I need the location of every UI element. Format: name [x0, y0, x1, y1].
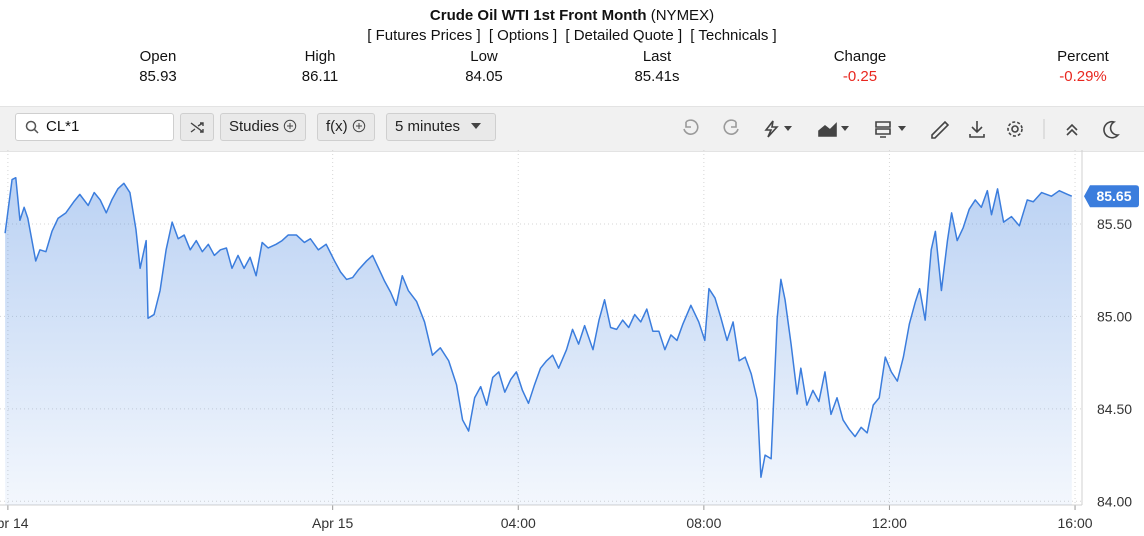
compare-button[interactable]	[180, 113, 214, 141]
quote-value: -0.29%	[1059, 68, 1107, 85]
quote-label: Low	[470, 48, 498, 65]
y-tick-label: 85.00	[1097, 308, 1132, 324]
instrument-title: Crude Oil WTI 1st Front Month	[429, 7, 647, 24]
y-tick-label: 84.50	[1097, 401, 1132, 417]
symbol-search[interactable]: CL*1	[15, 113, 174, 141]
draw-icon[interactable]	[931, 120, 950, 139]
last-price-label: 85.65	[1096, 188, 1131, 204]
x-tick-label: Apr 14	[0, 515, 29, 531]
quote-label: Last	[642, 48, 672, 65]
y-tick-label: 85.50	[1097, 216, 1132, 232]
quote-label: High	[304, 48, 336, 65]
link[interactable]: [ Technicals ]	[690, 27, 777, 44]
quote-value: 85.41s	[634, 68, 680, 85]
shuffle-icon	[190, 122, 204, 133]
area-icon[interactable]	[818, 122, 837, 137]
toolbar: CL*1 Studies f(x) 5 minutes	[0, 106, 1144, 152]
quote-high: High 86.11	[250, 47, 390, 87]
quote-value: 84.05	[465, 68, 503, 85]
quote-value: 86.11	[301, 68, 339, 85]
caret	[471, 123, 482, 129]
link[interactable]: [ Futures Prices ]	[367, 27, 481, 44]
link[interactable]: [ Options ]	[488, 27, 558, 44]
y-tick-label: 84.00	[1097, 493, 1132, 509]
x-tick-label: Apr 15	[312, 515, 353, 531]
function-button[interactable]: f(x)	[317, 113, 375, 141]
symbol: CL*1	[46, 118, 80, 135]
button-label: f(x)	[326, 118, 348, 135]
quote-open: Open 85.93	[88, 47, 228, 87]
settings-icon[interactable]	[1011, 125, 1019, 133]
plus-icon	[284, 119, 297, 133]
caret	[784, 126, 906, 131]
links-row: [ Futures Prices ] [ Options ] [ Detaile…	[0, 27, 1144, 44]
quote-low: Low 84.05	[414, 47, 554, 87]
undo-icon[interactable]	[683, 119, 699, 135]
theme-icon[interactable]	[1103, 120, 1120, 139]
quote-value: -0.25	[842, 68, 878, 85]
x-tick-label: 16:00	[1058, 515, 1093, 531]
toolbar-icons	[683, 119, 1120, 139]
last-price-tag	[1084, 185, 1139, 208]
redo-icon[interactable]	[723, 119, 739, 135]
price-line	[4, 176, 1073, 479]
quote-percent: Percent -0.29%	[1013, 47, 1144, 87]
quote-label: Open	[139, 48, 177, 65]
layout-icon[interactable]	[875, 121, 891, 138]
x-tick-label: 04:00	[501, 515, 536, 531]
lightning-icon[interactable]	[764, 120, 779, 138]
collapse-icon[interactable]	[1066, 123, 1078, 136]
x-tick-label: 08:00	[686, 515, 721, 531]
price-chart: 84.00 84.50 85.00 85.50 Apr 14 Apr 15 04:00 08:…	[0, 150, 1139, 531]
quote-label: Change	[833, 48, 887, 65]
button-label: 5 minutes	[395, 118, 461, 135]
x-tick-label: 12:00	[872, 515, 907, 531]
download-icon[interactable]	[969, 121, 985, 138]
interval-button[interactable]: 5 minutes	[386, 113, 496, 141]
quote-label: Percent	[1057, 48, 1109, 65]
quote-last: Last 85.41s	[587, 47, 727, 87]
quote-value: 85.93	[139, 68, 177, 85]
exchange: (NYMEX)	[650, 7, 715, 24]
title-line: Crude Oil WTI 1st Front Month (NYMEX)	[0, 7, 1144, 24]
link[interactable]: [ Detailed Quote ]	[565, 27, 683, 44]
search-icon	[25, 120, 39, 134]
button-label: Studies	[229, 118, 280, 135]
plus-icon	[352, 119, 366, 133]
price-area	[5, 177, 1072, 506]
quote-change: Change -0.25	[790, 47, 930, 87]
studies-button[interactable]: Studies	[220, 113, 307, 141]
